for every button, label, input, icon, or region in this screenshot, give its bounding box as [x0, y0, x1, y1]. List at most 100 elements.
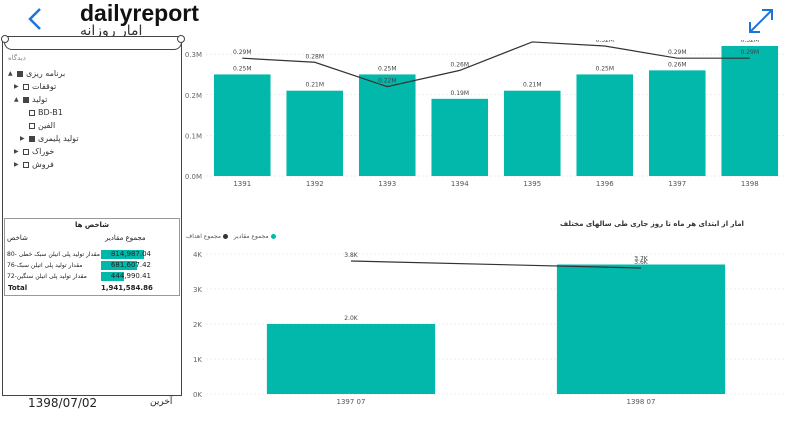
line-data-label: 0.28M	[305, 53, 324, 60]
left-panel	[2, 38, 182, 396]
chart-bar	[358, 74, 416, 176]
x-tick-label: 1393	[378, 180, 396, 188]
bar-data-label: 0.25M	[233, 65, 252, 72]
y-tick-label: 4K	[193, 251, 202, 259]
chart-bar	[721, 46, 779, 176]
kpi-table: شاخص ها شاخص مجموع مقادیر مقدار تولید پل…	[4, 218, 180, 296]
chart-bar	[556, 264, 726, 394]
slicer-item[interactable]: BD-B1	[20, 107, 63, 118]
y-tick-label: 0K	[193, 391, 202, 399]
slicer-item[interactable]: ▲ برنامه ریزی	[8, 68, 65, 79]
table-row: مقدار تولید پلی اتیلن سبک خطی -80 814,987…	[5, 249, 179, 260]
expand-arrow-icon[interactable]: ▶	[14, 161, 19, 168]
kpi-name: مقدار تولید پلی اتیلن سبک خطی -80	[7, 251, 100, 258]
y-tick-label: 1K	[193, 356, 202, 364]
x-tick-label: 1397 07	[337, 398, 366, 406]
slicer-item-label: فروش	[32, 160, 54, 169]
expand-icon	[749, 9, 773, 33]
monthly-bar-chart: 0K 1K 2K 3K 4K 2.0K 1397 07 3.7K 1398 07 3.8K 3.6K	[193, 251, 786, 406]
y-tick-label: 0.3M	[185, 51, 202, 59]
slicer-item-label: تولید پلیمری	[38, 134, 79, 143]
slicer-item[interactable]: ▲ تولید	[14, 94, 47, 105]
total-value: 1,941,584.86	[101, 284, 153, 292]
chart-bar	[431, 98, 489, 176]
checkbox[interactable]	[29, 135, 35, 142]
slicer-item[interactable]: ▶ تولید پلیمری	[20, 133, 79, 144]
total-label: Total	[8, 284, 28, 292]
y-tick-label: 0.0M	[185, 173, 202, 181]
line-data-label: 3.6K	[634, 259, 649, 266]
col-value-header[interactable]: مجموع مقادیر	[105, 234, 146, 242]
kpi-table-header: شاخص مجموع مقادیر	[5, 233, 179, 244]
x-tick-label: 1398 07	[627, 398, 656, 406]
app-subtitle: امار روزانه	[80, 23, 143, 39]
target-line	[350, 260, 642, 269]
y-tick-label: 3K	[193, 286, 202, 294]
expand-arrow-icon[interactable]: ▶	[14, 148, 19, 155]
slicer-item[interactable]: ▶ فروش	[14, 159, 54, 170]
slicer-item-label: توقفات	[32, 82, 57, 91]
chart-bar	[503, 90, 561, 176]
line-data-label: 0.22M	[378, 78, 397, 85]
chart-bar	[286, 90, 344, 176]
legend-targets-swatch	[223, 234, 229, 239]
slicer-item-label: BD-B1	[38, 108, 63, 117]
kpi-value: 444,990.41	[110, 272, 151, 280]
y-tick-label: 2K	[193, 321, 202, 329]
kpi-value: 681,607.42	[110, 261, 151, 269]
bar-data-label: 0.21M	[305, 82, 324, 89]
expand-arrow-icon[interactable]: ▲	[8, 70, 13, 77]
checkbox[interactable]	[23, 83, 29, 90]
checkbox[interactable]	[23, 96, 29, 103]
expand-arrow-icon[interactable]: ▲	[14, 96, 19, 103]
line-data-label: 0.29M	[233, 49, 252, 56]
checkbox[interactable]	[23, 148, 29, 155]
bar-data-label: 0.32M	[740, 40, 759, 44]
back-button[interactable]	[22, 6, 52, 32]
kpi-total-row: Total 1,941,584.86	[5, 283, 179, 294]
kpi-value: 814,987.04	[110, 250, 151, 258]
x-tick-label: 1394	[451, 180, 469, 188]
slicer-scroll-bar[interactable]	[1, 35, 185, 50]
legend-targets-label: مجموع اهداف	[186, 233, 222, 240]
latest-label: آخرین	[150, 397, 173, 407]
bar-data-label: 2.0K	[344, 315, 359, 322]
chart-bar	[648, 70, 706, 176]
slicer-item[interactable]: ▶ خوراک	[14, 146, 54, 157]
expand-arrow-icon[interactable]: ▶	[20, 135, 25, 142]
slicer-item-label: برنامه ریزی	[26, 69, 66, 78]
checkbox[interactable]	[17, 70, 23, 77]
slicer-item[interactable]: ▶ توقفات	[14, 81, 56, 92]
expand-button[interactable]	[746, 6, 776, 36]
x-tick-label: 1392	[306, 180, 324, 188]
chart-bar	[576, 74, 634, 176]
bar-data-label: 0.21M	[523, 82, 542, 89]
checkbox[interactable]	[23, 161, 29, 168]
kpi-name: مقدار تولید پلی اتیلن سبک-76	[7, 262, 83, 269]
app-title: dailyreport	[80, 0, 199, 26]
target-line	[242, 41, 750, 88]
slicer-item[interactable]: الفین	[20, 120, 55, 131]
yearly-bar-chart: 0.0M 0.1M 0.2M 0.3M 0.25M 1391 0.21M 1392 0.25M 1…	[185, 40, 786, 188]
y-tick-label: 0.2M	[185, 92, 202, 100]
legend-values-label: مجموع مقادیر	[233, 233, 269, 240]
table-row: مقدار تولید پلی اتیلن سبک-76 681,607.42	[5, 260, 179, 271]
table-row: مقدار تولید پلی اتیلن سنگین-72 444,990.41	[5, 271, 179, 282]
chart2-title: امار از ابتدای هر ماه تا روز جاری طی سال…	[560, 220, 744, 228]
checkbox[interactable]	[29, 109, 35, 116]
legend-values-swatch	[270, 234, 276, 239]
line-data-label: 0.29M	[740, 49, 759, 56]
slicer-item-label: خوراک	[32, 147, 55, 156]
expand-arrow-icon[interactable]: ▶	[14, 83, 19, 90]
data-bar	[101, 272, 124, 281]
line-data-label: 0.32M	[595, 40, 614, 44]
date-label: 1398/07/02	[28, 396, 98, 410]
checkbox[interactable]	[29, 122, 35, 129]
bar-data-label: 3.7K	[634, 256, 649, 263]
y-tick-label: 0.1M	[185, 132, 202, 140]
x-tick-label: 1395	[523, 180, 541, 188]
col-name-header[interactable]: شاخص	[7, 234, 28, 242]
x-tick-label: 1398	[741, 180, 759, 188]
line-data-label: 0.26M	[450, 61, 469, 68]
kpi-name: مقدار تولید پلی اتیلن سنگین-72	[7, 273, 87, 280]
